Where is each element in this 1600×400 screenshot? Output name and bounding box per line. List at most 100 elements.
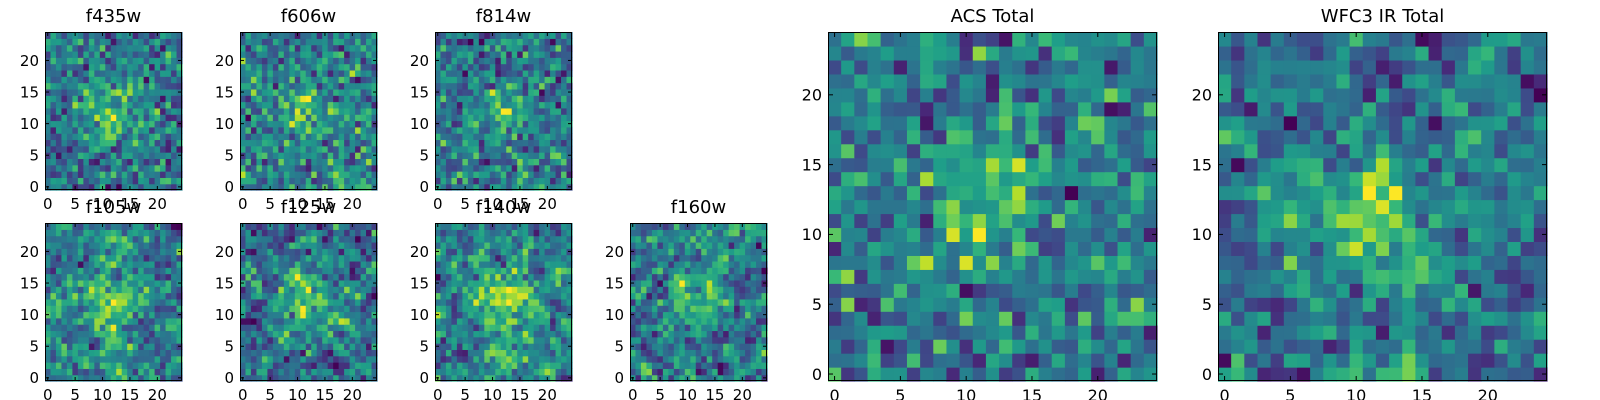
heatmap-cell [1078,269,1092,284]
heatmap-cell [489,286,496,294]
heatmap-cell [1064,269,1079,284]
heatmap-cell [1064,367,1079,382]
heatmap-cell [327,260,334,268]
heatmap-cell [300,171,307,178]
heatmap-cell [467,152,474,159]
heatmap-cell [371,101,378,109]
heatmap-cell [278,311,285,319]
heatmap-cell [121,38,128,46]
heatmap-cell [445,267,453,275]
heatmap-cell [371,82,378,90]
heatmap-cell [761,235,768,243]
heatmap-cell [349,241,356,249]
heatmap-cell [311,336,318,344]
heatmap-cell [143,324,150,332]
heatmap-cell [462,88,469,96]
heatmap-cell [99,133,106,141]
heatmap-cell [327,330,334,338]
heatmap-cell [712,330,719,338]
heatmap-cell [484,273,491,281]
heatmap-cell [127,349,134,357]
heatmap-cell [435,164,442,172]
heatmap-cell [72,114,79,122]
heatmap-cell [662,260,669,268]
heatmap-cell [657,267,664,275]
heatmap-cell [366,133,373,141]
heatmap-cell [50,164,57,172]
heatmap-cell [371,292,378,300]
heatmap-cell [327,164,334,172]
heatmap-cell [555,57,562,65]
heatmap-cell [360,349,367,357]
heatmap-cell [906,241,921,256]
heatmap-cell [522,177,529,185]
heatmap-cell [240,63,247,71]
heatmap-cell [489,177,496,185]
heatmap-cell [289,164,296,172]
heatmap-cell [478,76,485,84]
heatmap-cell [300,95,307,103]
heatmap-cell [99,368,106,376]
heatmap-cell [555,336,562,344]
heatmap-cell [544,177,551,185]
heatmap-cell [761,317,768,325]
heatmap-cell [500,177,507,185]
heatmap-cell [745,336,752,344]
heatmap-cell [679,324,686,332]
heatmap-cell [489,349,496,357]
heatmap-cell [435,368,442,376]
heatmap-cell [561,336,568,344]
heatmap-cell [561,88,568,96]
heatmap-cell [311,317,318,325]
heatmap-cell [245,229,252,237]
heatmap-cell [267,63,274,71]
heatmap-cell [544,82,551,90]
heatmap-cell [245,69,252,77]
heatmap-cell [171,120,178,128]
heatmap-cell [322,248,329,256]
heatmap-cell [734,343,741,350]
heatmap-cell [267,305,274,313]
heatmap-cell [333,107,340,115]
heatmap-cell [272,324,279,332]
heatmap-cell [906,367,921,382]
axes-frame [240,32,377,190]
heatmap-cell [261,126,268,134]
heatmap-cell [110,292,117,300]
heatmap-cell [906,353,921,368]
heatmap-cell [245,114,252,122]
heatmap-cell [138,171,145,178]
heatmap-cell [289,183,296,191]
heatmap-cell [61,57,68,65]
heatmap-cell [88,241,95,249]
heatmap-cell [854,283,869,298]
heatmap-cell [371,355,378,363]
heatmap-cell [701,235,708,243]
heatmap-cell [478,279,485,287]
heatmap-cell [533,38,540,46]
heatmap-cell [267,107,274,115]
heatmap-cell [245,374,252,382]
heatmap-cell [555,260,562,268]
heatmap-cell [478,88,485,96]
heatmap-cell [489,126,496,134]
heatmap-cell [250,254,258,262]
heatmap-cell [734,260,741,268]
heatmap-cell [176,177,183,185]
heatmap-cell [110,374,117,382]
heatmap-cell [311,57,318,65]
heatmap-cell [300,279,307,287]
heatmap-cell [662,241,669,249]
heatmap-cell [462,279,469,287]
heatmap-cell [1012,227,1026,242]
heatmap-cell [267,76,274,84]
heatmap-cell [105,63,112,71]
heatmap-cell [511,38,518,46]
heatmap-cell [456,177,463,185]
heatmap-cell [473,286,480,294]
heatmap-cell [132,292,139,300]
heatmap-cell [267,279,274,287]
heatmap-cell [127,267,134,275]
heatmap-cell [511,248,518,256]
heatmap-cell [132,44,139,52]
